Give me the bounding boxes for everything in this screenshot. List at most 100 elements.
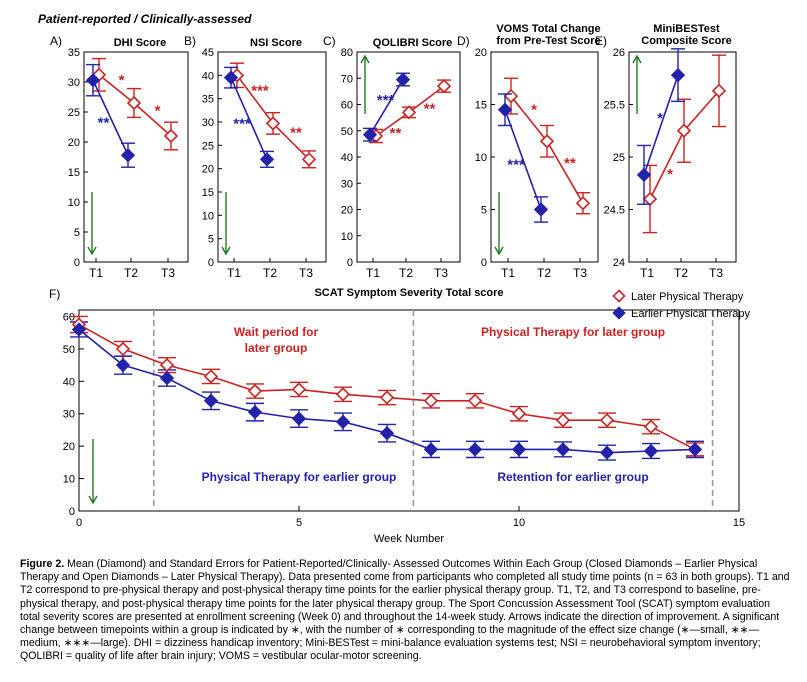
data-point-earlier <box>115 357 131 373</box>
significance-stars: *** <box>377 92 395 109</box>
y-tick-label: 60 <box>63 311 75 323</box>
data-point-earlier <box>247 404 263 420</box>
x-tick-label: T1 <box>501 266 515 280</box>
data-point-later <box>676 123 692 138</box>
data-point-earlier <box>599 445 615 460</box>
axes-frame <box>83 51 189 263</box>
data-point-earlier <box>71 322 87 337</box>
improvement-arrow <box>360 54 370 114</box>
y-tick-label: 20 <box>63 441 75 453</box>
data-point-later <box>711 83 727 98</box>
y-tick-label: 30 <box>341 178 353 190</box>
significance-stars: *** <box>507 157 525 174</box>
y-tick-label: 10 <box>341 231 353 243</box>
data-point-later <box>511 406 527 421</box>
y-tick-label: 50 <box>341 126 353 138</box>
x-tick-label: T3 <box>434 266 448 280</box>
data-point-earlier <box>395 72 411 87</box>
significance-stars: ** <box>564 155 576 172</box>
significance-stars: * <box>667 166 673 183</box>
panel-title: QOLIBRI Score <box>373 37 452 49</box>
x-tick-label: T3 <box>709 266 723 280</box>
significance-stars: *** <box>233 116 251 133</box>
y-tick-label: 24 <box>613 257 625 269</box>
data-point-later <box>291 382 307 397</box>
data-point-earlier <box>533 202 549 217</box>
panel-f: F) SCAT Symptom Severity Total score 0 10 20… <box>49 287 751 545</box>
y-tick-label: 70 <box>341 73 353 85</box>
legend-label-earlier: Earlier Physical Therapy <box>631 308 751 320</box>
y-tick-label: 15 <box>475 100 487 112</box>
data-point-earlier <box>223 70 239 85</box>
y-tick-label: 0 <box>481 257 487 269</box>
x-tick-label: T2 <box>537 266 551 280</box>
y-tick-label: 0 <box>208 257 214 269</box>
data-point-earlier <box>555 442 571 457</box>
data-point-later <box>301 152 317 167</box>
data-point-later <box>247 383 263 399</box>
x-tick-label: T1 <box>89 266 103 280</box>
improvement-arrow <box>87 192 97 256</box>
y-tick-label: 10 <box>475 152 487 164</box>
y-tick-label: 5 <box>481 205 487 217</box>
data-point-earlier <box>362 127 378 142</box>
x-axis-label: Week Number <box>374 533 444 545</box>
figure-caption: Figure 2. Mean (Diamond) and Standard Er… <box>20 558 790 664</box>
data-point-earlier <box>85 73 101 88</box>
panel-title: VOMS Total Change <box>496 23 600 35</box>
data-point-later <box>203 369 219 384</box>
panel-label: A) <box>50 34 62 48</box>
annotation: Physical Therapy for later group <box>481 325 665 339</box>
y-tick-label: 50 <box>63 344 75 356</box>
significance-stars: * <box>119 72 125 89</box>
y-tick-label: 30 <box>63 409 75 421</box>
annotation: Retention for earlier group <box>497 470 648 484</box>
panel-title: MiniBESTest <box>653 23 720 35</box>
significance-stars: * <box>155 103 161 120</box>
y-tick-label: 15 <box>202 187 214 199</box>
improvement-arrow <box>494 192 504 256</box>
panel-title: Composite Score <box>641 35 731 47</box>
panel-title: SCAT Symptom Severity Total score <box>314 287 503 299</box>
x-tick-label: T2 <box>399 266 413 280</box>
panel-label: F) <box>49 287 60 301</box>
data-point-later <box>379 390 395 405</box>
y-tick-label: 25.5 <box>604 100 625 112</box>
data-point-earlier <box>335 414 351 429</box>
data-point-earlier <box>467 442 483 457</box>
panel-label: C) <box>323 34 336 48</box>
data-point-later <box>642 191 658 207</box>
y-tick-label: 20 <box>68 137 80 149</box>
figure: Patient-reported / Clinically-assessed A… <box>38 12 751 545</box>
data-point-later <box>643 419 659 434</box>
panel-label: E) <box>595 34 607 48</box>
x-tick-label: T2 <box>263 266 277 280</box>
data-point-later <box>467 393 483 408</box>
y-tick-label: 35 <box>202 94 214 106</box>
data-point-earlier <box>259 152 275 167</box>
y-tick-label: 35 <box>68 47 80 59</box>
significance-stars: ** <box>424 100 436 117</box>
data-point-later <box>115 341 131 357</box>
x-tick-label: 10 <box>513 517 525 529</box>
improvement-arrow <box>632 54 642 114</box>
data-point-later <box>335 387 351 402</box>
y-tick-label: 10 <box>202 210 214 222</box>
data-point-earlier <box>636 167 652 182</box>
y-tick-label: 0 <box>347 257 353 269</box>
axes-frame <box>628 51 737 263</box>
y-tick-label: 26 <box>613 47 625 59</box>
legend: Later Physical Therapy Earlier Physical T… <box>612 289 751 320</box>
y-tick-label: 0 <box>69 506 75 518</box>
data-point-later <box>265 116 281 131</box>
y-tick-label: 25 <box>613 152 625 164</box>
data-point-later <box>436 78 452 94</box>
y-tick-label: 25 <box>202 140 214 152</box>
axes-frame <box>217 51 327 263</box>
data-point-earlier <box>511 442 527 457</box>
y-tick-label: 40 <box>341 152 353 164</box>
y-tick-label: 20 <box>341 205 353 217</box>
data-point-later <box>163 128 179 144</box>
data-point-later <box>423 393 439 408</box>
